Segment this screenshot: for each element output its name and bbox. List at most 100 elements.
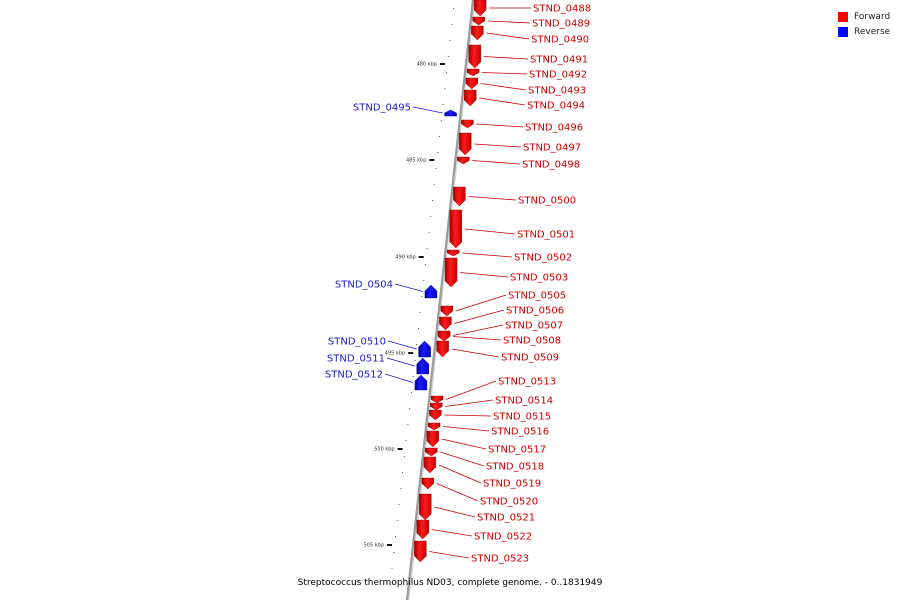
leader-line <box>474 143 522 148</box>
leader-line <box>468 196 517 201</box>
gene-label-stnd_0518[interactable]: STND_0518 <box>486 462 544 473</box>
minor-tick <box>430 216 432 217</box>
gene-glyph-stnd_0496[interactable] <box>461 119 474 129</box>
gene-glyph-stnd_0497[interactable] <box>458 132 472 156</box>
gene-glyph-stnd_0488[interactable] <box>473 0 487 17</box>
gene-label-stnd_0496[interactable]: STND_0496 <box>525 123 583 134</box>
gene-label-stnd_0506[interactable]: STND_0506 <box>506 306 564 317</box>
gene-glyph-stnd_0508[interactable] <box>437 331 451 342</box>
minor-tick <box>444 88 446 89</box>
minor-tick <box>439 136 441 137</box>
gene-label-stnd_0509[interactable]: STND_0509 <box>501 353 559 364</box>
gene-label-stnd_0513[interactable]: STND_0513 <box>498 377 556 388</box>
gene-glyph-stnd_0498[interactable] <box>457 156 470 165</box>
gene-glyph-stnd_0510[interactable] <box>418 340 431 358</box>
gene-label-stnd_0508[interactable]: STND_0508 <box>503 336 561 347</box>
gene-label-stnd_0488[interactable]: STND_0488 <box>533 4 591 15</box>
legend-item-reverse: Reverse <box>838 24 890 39</box>
leader-line <box>444 414 492 417</box>
gene-label-stnd_0500[interactable]: STND_0500 <box>518 196 576 207</box>
gene-label-stnd_0519[interactable]: STND_0519 <box>483 479 541 490</box>
leader-line <box>412 106 443 114</box>
gene-label-stnd_0492[interactable]: STND_0492 <box>529 70 587 81</box>
tick-label: 480 kbp <box>417 62 437 68</box>
gene-glyph-stnd_0518[interactable] <box>425 447 438 457</box>
minor-tick <box>421 296 423 297</box>
gene-glyph-stnd_0512[interactable] <box>414 374 428 391</box>
minor-tick <box>412 376 414 377</box>
gene-label-stnd_0493[interactable]: STND_0493 <box>528 86 586 97</box>
gene-glyph-stnd_0516[interactable] <box>427 422 441 431</box>
gene-glyph-stnd_0517[interactable] <box>426 430 439 448</box>
gene-label-stnd_0495[interactable]: STND_0495 <box>353 103 411 114</box>
gene-glyph-stnd_0501[interactable] <box>449 209 463 249</box>
gene-glyph-stnd_0514[interactable] <box>430 402 443 411</box>
gene-glyph-stnd_0522[interactable] <box>416 519 429 540</box>
leader-line <box>394 283 424 292</box>
legend-label-forward: Forward <box>854 11 891 22</box>
gene-label-stnd_0491[interactable]: STND_0491 <box>530 55 588 66</box>
gene-label-stnd_0504[interactable]: STND_0504 <box>335 280 393 291</box>
gene-label-stnd_0494[interactable]: STND_0494 <box>527 101 585 112</box>
gene-label-stnd_0523[interactable]: STND_0523 <box>471 554 529 565</box>
leader-line <box>436 483 479 502</box>
gene-glyph-stnd_0515[interactable] <box>429 409 442 421</box>
gene-label-stnd_0498[interactable]: STND_0498 <box>522 160 580 171</box>
gene-label-stnd_0511[interactable]: STND_0511 <box>327 354 385 365</box>
gene-glyph-stnd_0503[interactable] <box>444 257 458 288</box>
gene-label-stnd_0497[interactable]: STND_0497 <box>523 143 581 154</box>
minor-tick <box>453 8 455 9</box>
gene-glyph-stnd_0505[interactable] <box>440 305 453 317</box>
genes-layer <box>414 0 487 563</box>
leader-line <box>441 438 487 450</box>
gene-label-stnd_0502[interactable]: STND_0502 <box>514 253 572 264</box>
leader-line <box>431 529 473 537</box>
gene-glyph-stnd_0511[interactable] <box>416 357 429 375</box>
gene-label-stnd_0522[interactable]: STND_0522 <box>474 532 532 543</box>
gene-glyph-stnd_0506[interactable] <box>439 316 452 331</box>
gene-glyph-stnd_0521[interactable] <box>419 493 432 521</box>
tick-label: 505 kbp <box>364 543 384 549</box>
gene-label-stnd_0516[interactable]: STND_0516 <box>491 427 549 438</box>
leader-line <box>429 551 470 559</box>
gene-glyph-stnd_0492[interactable] <box>466 68 480 77</box>
tick-label: 495 kbp <box>385 351 405 357</box>
minor-tick <box>407 424 409 425</box>
gene-glyph-stnd_0489[interactable] <box>472 16 485 26</box>
gene-glyph-stnd_0509[interactable] <box>436 340 449 358</box>
gene-glyph-stnd_0513[interactable] <box>430 395 444 404</box>
leader-line <box>479 97 526 106</box>
gene-glyph-stnd_0490[interactable] <box>471 25 484 41</box>
gene-label-stnd_0490[interactable]: STND_0490 <box>531 35 589 46</box>
gene-label-stnd_0512[interactable]: STND_0512 <box>325 370 383 381</box>
leader-line <box>482 72 528 75</box>
gene-glyph-stnd_0493[interactable] <box>465 77 479 90</box>
gene-glyph-stnd_0519[interactable] <box>423 456 437 474</box>
leader-line <box>434 506 476 518</box>
gene-label-stnd_0507[interactable]: STND_0507 <box>505 321 563 332</box>
gene-label-stnd_0501[interactable]: STND_0501 <box>517 230 575 241</box>
minor-tick <box>409 408 411 409</box>
gene-label-stnd_0489[interactable]: STND_0489 <box>532 19 590 30</box>
gene-label-stnd_0515[interactable]: STND_0515 <box>493 412 551 423</box>
major-tick <box>408 352 414 354</box>
gene-glyph-stnd_0500[interactable] <box>453 186 466 207</box>
minor-tick <box>440 120 442 121</box>
gene-label-stnd_0521[interactable]: STND_0521 <box>477 513 535 524</box>
gene-glyph-stnd_0504[interactable] <box>424 284 438 299</box>
gene-label-stnd_0505[interactable]: STND_0505 <box>508 291 566 302</box>
gene-glyph-stnd_0502[interactable] <box>446 249 460 257</box>
gene-glyph-stnd_0495[interactable] <box>444 109 457 117</box>
minor-tick <box>405 440 407 441</box>
gene-glyph-stnd_0523[interactable] <box>414 540 427 563</box>
gene-label-stnd_0517[interactable]: STND_0517 <box>488 445 546 456</box>
gene-label-stnd_0520[interactable]: STND_0520 <box>480 497 538 508</box>
gene-label-stnd_0514[interactable]: STND_0514 <box>495 396 553 407</box>
tick-label: 500 kbp <box>374 447 394 453</box>
gene-glyph-stnd_0520[interactable] <box>421 477 435 490</box>
minor-tick <box>451 24 453 25</box>
gene-label-stnd_0510[interactable]: STND_0510 <box>328 337 386 348</box>
gene-glyph-stnd_0494[interactable] <box>464 89 477 107</box>
gene-label-stnd_0503[interactable]: STND_0503 <box>510 273 568 284</box>
gene-glyph-stnd_0491[interactable] <box>468 44 481 69</box>
